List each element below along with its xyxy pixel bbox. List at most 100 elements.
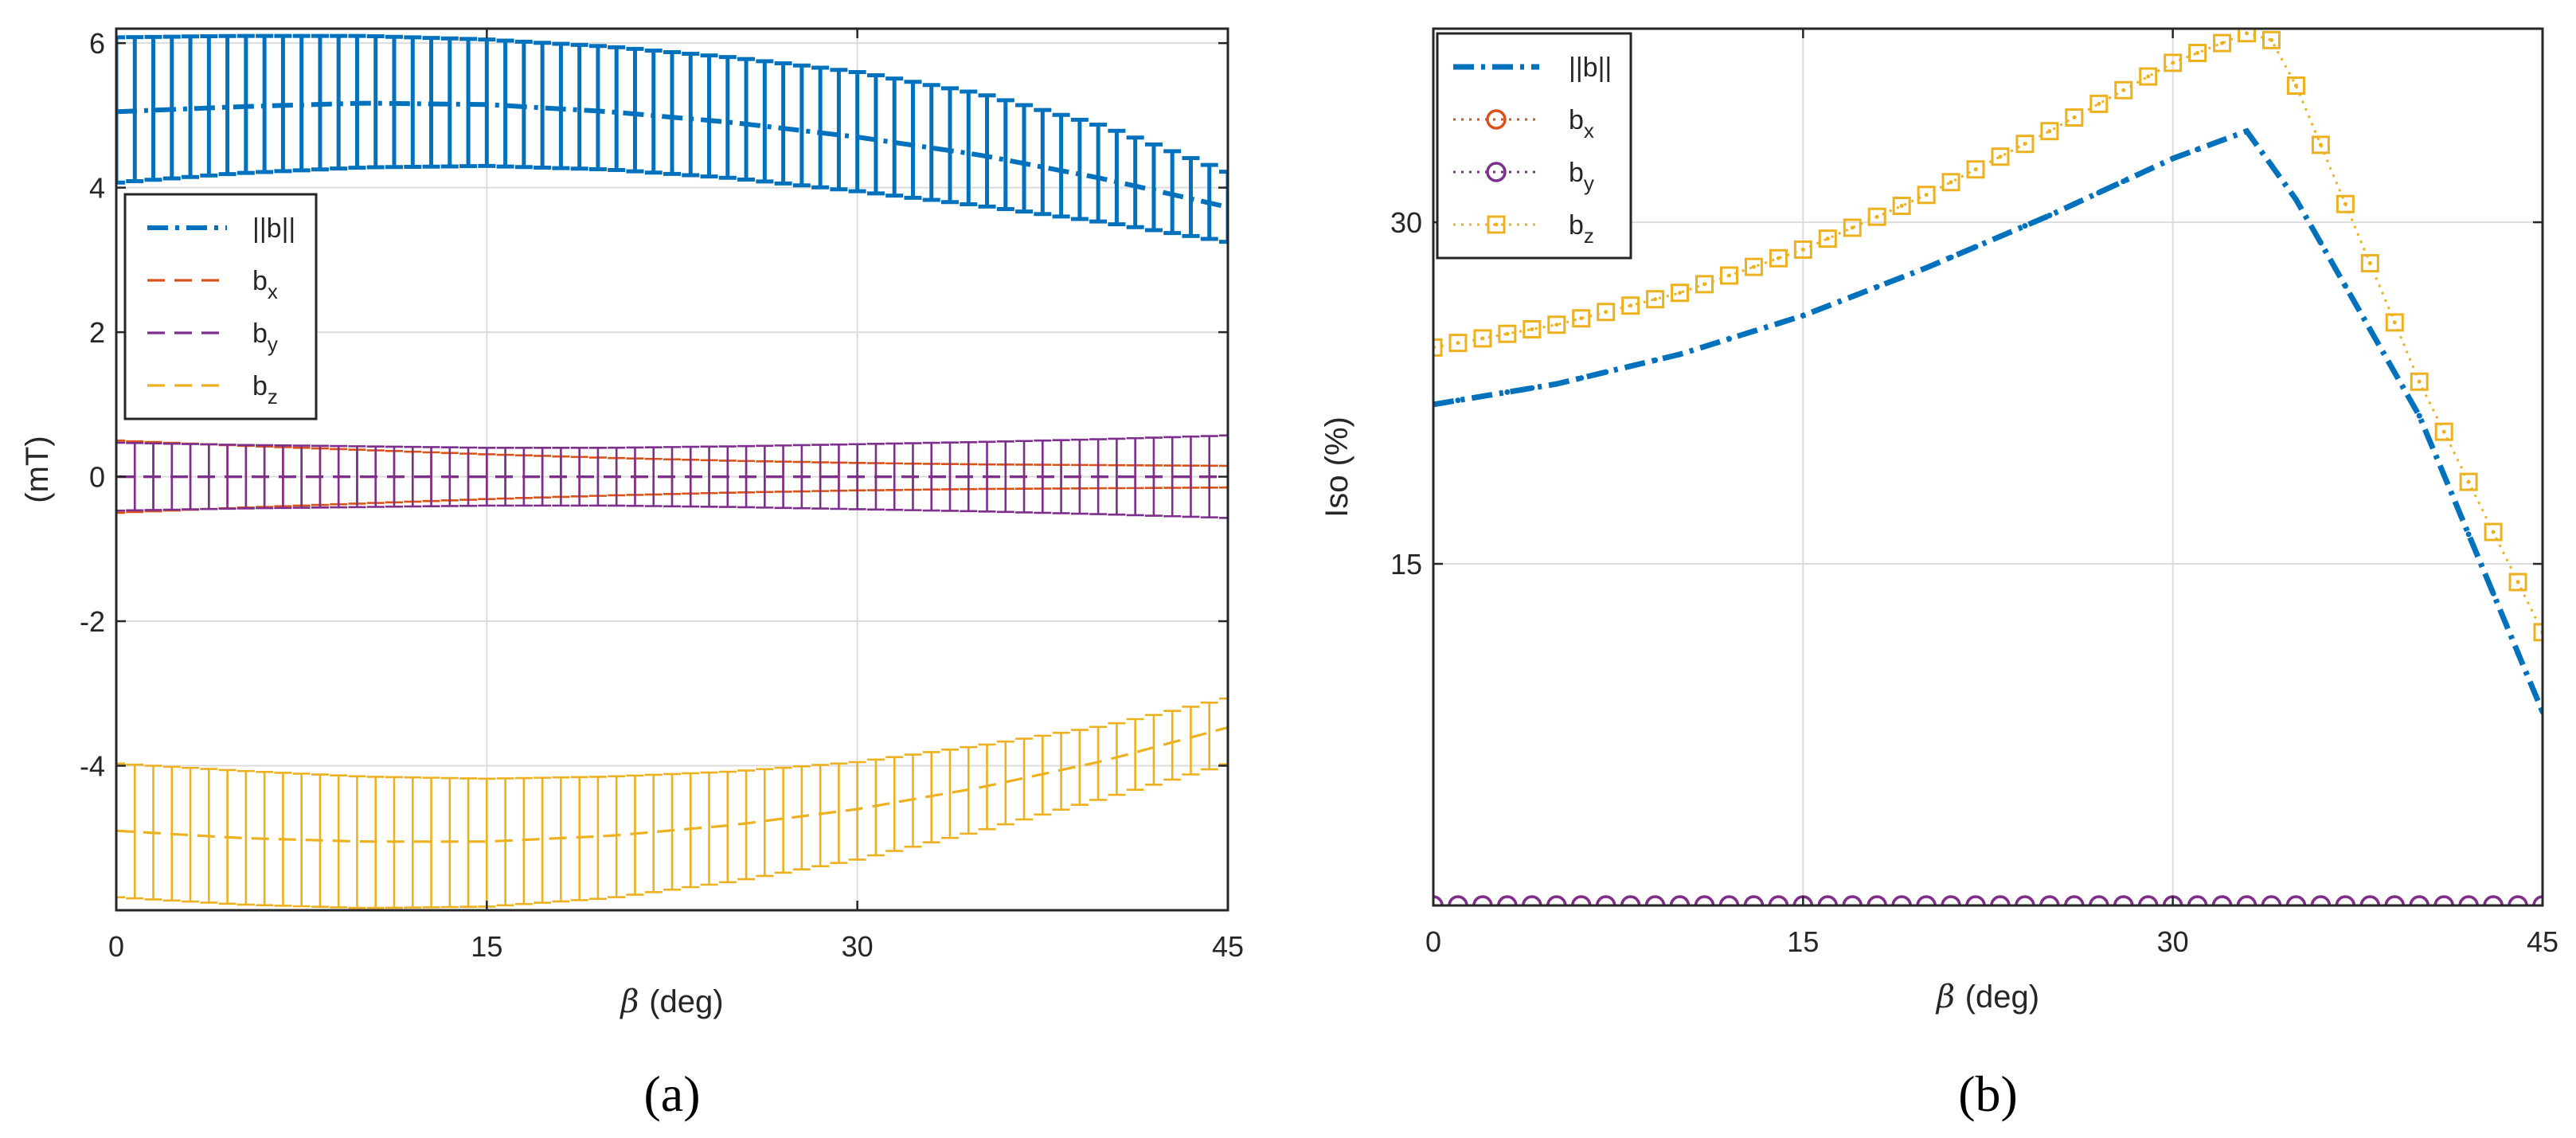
panel-caption: (b) — [1958, 1066, 2018, 1122]
y-tick-label: -4 — [80, 750, 105, 783]
legend-label-main: b — [252, 371, 268, 401]
marker-bz — [1991, 147, 2010, 166]
marker-||b|| — [1775, 320, 1781, 327]
marker-bz — [2311, 135, 2330, 154]
x-tick-label: 45 — [1212, 930, 1244, 963]
marker-bz-center — [1628, 303, 1633, 308]
marker-bz — [1498, 324, 1517, 343]
y-tick-label: 30 — [1390, 206, 1422, 239]
legend-label-main: b — [1569, 210, 1584, 241]
mean-line-bz — [116, 725, 1228, 843]
marker-bz-center — [2072, 115, 2077, 120]
marker-bz-center — [2269, 37, 2273, 42]
marker-bz-center — [2023, 142, 2027, 147]
marker-by — [2508, 895, 2528, 905]
marker-bz — [1646, 290, 1665, 309]
y-tick-label: -2 — [80, 605, 105, 638]
marker-by — [2236, 895, 2257, 905]
x-axis-unit: (deg) — [1965, 980, 2039, 1015]
marker-by — [1990, 895, 2011, 905]
marker-bz-center — [1678, 291, 1683, 295]
marker-bz-center — [1726, 273, 1731, 278]
legend-label-||b||: ||b|| — [252, 213, 295, 244]
legend-marker-bz-center — [1494, 222, 1499, 227]
marker-by — [1842, 895, 1863, 905]
marker-bz — [2139, 67, 2158, 86]
marker-by — [1965, 895, 1986, 905]
marker-bz-center — [2245, 31, 2250, 36]
marker-bz — [2188, 44, 2207, 63]
series-bz — [116, 697, 1228, 909]
marker-by — [1595, 895, 1616, 905]
legend-label-main: ||b|| — [252, 213, 295, 244]
marker-||b|| — [1898, 274, 1905, 280]
marker-bz — [1448, 334, 1468, 353]
marker-||b|| — [2170, 155, 2176, 162]
marker-||b|| — [2367, 326, 2373, 332]
x-axis-label: β (deg) — [1935, 979, 2039, 1015]
legend-marker-bx — [1486, 109, 1507, 130]
marker-bz-center — [1899, 203, 1904, 208]
x-tick-label: 15 — [471, 930, 502, 963]
marker-bz — [2410, 372, 2429, 391]
marker-by — [1644, 895, 1666, 905]
marker-||b|| — [2342, 283, 2348, 289]
y-axis-label: Iso (%) — [1319, 416, 1354, 518]
marker-by — [2483, 895, 2504, 905]
marker-bz-center — [2195, 51, 2200, 56]
marker-by — [2187, 895, 2208, 905]
marker-||b|| — [1702, 343, 1708, 350]
marker-||b|| — [2145, 166, 2152, 173]
marker-bz-center — [1850, 225, 1855, 230]
marker-bz-center — [2491, 530, 2496, 534]
legend-label-sub: y — [1584, 171, 1594, 195]
panel-caption: (a) — [643, 1066, 700, 1122]
marker-by — [1570, 895, 1592, 905]
marker-bz-center — [2515, 580, 2520, 585]
legend-box — [123, 193, 318, 420]
y-tick-label: 15 — [1390, 548, 1422, 581]
marker-||b|| — [2121, 178, 2127, 185]
x-tick-label: 30 — [2157, 925, 2189, 958]
legend-marker-||b|| — [1493, 64, 1499, 70]
series-||b|| — [1433, 127, 2543, 715]
marker-by — [1694, 895, 1715, 905]
marker-bz-center — [1924, 193, 1929, 197]
x-axis-symbol: β — [1935, 979, 1965, 1015]
marker-by — [2310, 895, 2332, 905]
marker-bz — [1941, 173, 1960, 192]
legend-label-sub: z — [1584, 224, 1594, 248]
legend-label-bz: bz — [252, 371, 278, 409]
marker-by — [2433, 895, 2454, 905]
marker-by — [1718, 895, 1740, 905]
marker-||b|| — [2490, 590, 2496, 596]
marker-by — [2089, 895, 2109, 905]
marker-||b|| — [1972, 244, 1979, 250]
marker-by — [1546, 895, 1567, 905]
line-||b|| — [1433, 127, 2543, 714]
marker-bz-center — [2466, 479, 2471, 484]
marker-bz — [1523, 319, 1542, 338]
marker-bz — [2040, 122, 2059, 141]
x-tick-label: 45 — [2527, 925, 2558, 958]
marker-bz-center — [1751, 264, 1756, 269]
legend-label-main: b — [252, 319, 268, 349]
marker-bz — [2238, 29, 2257, 43]
marker-bz — [1597, 303, 1616, 322]
marker-bz-center — [2047, 129, 2052, 134]
marker-bz-center — [2146, 74, 2151, 79]
marker-by — [2137, 895, 2159, 905]
plot-content — [116, 33, 1228, 909]
marker-bz-center — [1505, 331, 1510, 336]
legend-marker-by — [1486, 162, 1507, 182]
marker-by — [1743, 895, 1765, 905]
marker-||b|| — [2293, 196, 2299, 202]
y-tick-label: 4 — [89, 172, 105, 205]
legend-label-main: b — [252, 266, 268, 296]
marker-||b|| — [1628, 363, 1634, 370]
marker-bz-center — [2097, 101, 2101, 106]
marker-bz-center — [2171, 61, 2175, 65]
series-||b|| — [116, 33, 1228, 244]
marker-bz — [2286, 76, 2305, 95]
